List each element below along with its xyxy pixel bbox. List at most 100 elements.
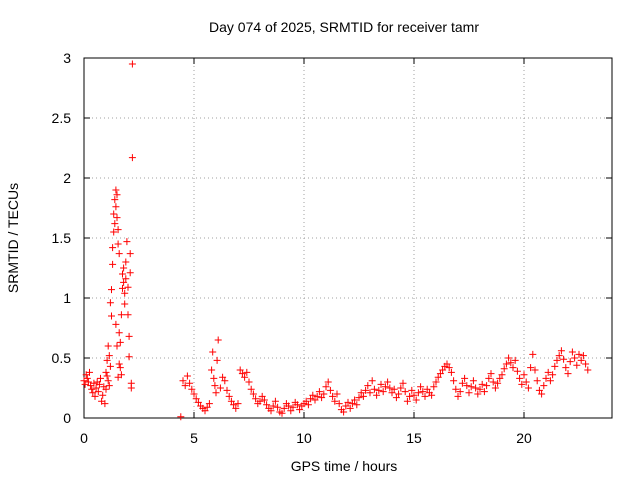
data-point xyxy=(357,389,365,397)
data-point xyxy=(111,196,119,204)
data-point xyxy=(280,404,288,412)
data-point xyxy=(467,383,475,391)
data-point xyxy=(379,388,387,396)
y-tick-label: 2.5 xyxy=(52,110,72,126)
data-point xyxy=(388,389,396,397)
data-point xyxy=(485,374,493,382)
data-point xyxy=(540,382,548,390)
data-point xyxy=(221,377,229,385)
data-point xyxy=(452,385,460,393)
data-point xyxy=(241,373,249,381)
data-point xyxy=(211,382,219,390)
data-point xyxy=(557,347,565,355)
data-point xyxy=(478,380,486,388)
data-point xyxy=(125,332,133,340)
data-point xyxy=(465,389,473,397)
data-point xyxy=(333,390,341,398)
data-point xyxy=(549,371,557,379)
data-point xyxy=(232,404,240,412)
data-point xyxy=(573,361,581,369)
axis-ticks xyxy=(83,57,612,419)
data-point xyxy=(205,400,213,408)
data-point xyxy=(106,299,114,307)
data-point xyxy=(355,394,363,402)
data-point xyxy=(311,396,319,404)
data-point xyxy=(474,390,482,398)
data-point xyxy=(208,366,216,374)
data-point xyxy=(121,289,129,297)
data-point xyxy=(430,383,438,391)
data-point xyxy=(390,385,398,393)
data-point xyxy=(529,350,537,358)
data-point xyxy=(263,401,271,409)
data-point xyxy=(571,354,579,362)
data-point xyxy=(579,352,587,360)
data-point xyxy=(399,379,407,387)
data-point xyxy=(489,378,497,386)
data-point xyxy=(108,312,115,320)
data-point xyxy=(86,368,93,376)
data-point xyxy=(83,374,91,382)
data-point xyxy=(105,382,113,390)
data-point xyxy=(249,390,257,398)
data-point xyxy=(112,203,120,211)
data-point xyxy=(531,366,539,374)
data-point xyxy=(500,365,508,373)
data-point xyxy=(110,228,118,236)
data-point xyxy=(377,380,385,388)
y-tick-label: 1 xyxy=(63,290,71,306)
data-point xyxy=(564,370,572,378)
data-point xyxy=(214,336,222,344)
data-point xyxy=(103,356,111,364)
data-point xyxy=(434,373,442,381)
data-point xyxy=(116,338,124,346)
data-point xyxy=(267,407,275,415)
data-point xyxy=(392,394,400,402)
data-point xyxy=(522,378,530,386)
data-point xyxy=(112,186,120,194)
data-point xyxy=(88,385,96,393)
data-point xyxy=(128,154,136,162)
data-point xyxy=(511,356,519,364)
data-point xyxy=(243,368,251,376)
data-point xyxy=(296,406,304,414)
data-point xyxy=(527,364,535,372)
data-point xyxy=(555,352,563,360)
data-point xyxy=(401,388,409,396)
data-points xyxy=(80,60,592,421)
y-tick-labels: 0 0.5 1 1.5 2 2.5 3 xyxy=(52,50,72,426)
data-point xyxy=(445,364,453,372)
data-point xyxy=(113,342,121,350)
data-point xyxy=(278,409,286,417)
data-point xyxy=(186,379,194,387)
data-point xyxy=(318,394,326,402)
data-point xyxy=(89,389,97,397)
data-point xyxy=(116,364,124,372)
data-point xyxy=(562,364,570,372)
data-point xyxy=(247,385,255,393)
data-point xyxy=(104,342,112,350)
data-point xyxy=(97,374,104,382)
data-point xyxy=(90,379,98,387)
data-point xyxy=(476,385,484,393)
data-point xyxy=(483,382,491,390)
data-point xyxy=(386,384,394,392)
data-point xyxy=(412,396,420,404)
data-point xyxy=(373,391,381,399)
data-point xyxy=(507,359,515,367)
data-point xyxy=(304,401,312,409)
data-point xyxy=(408,386,416,394)
plot-frame xyxy=(83,57,613,419)
x-tick-label: 10 xyxy=(296,430,312,446)
data-point xyxy=(307,395,315,403)
data-point xyxy=(121,300,129,308)
data-point xyxy=(122,258,130,266)
y-tick-label: 3 xyxy=(63,50,71,66)
data-point xyxy=(183,372,191,380)
data-point xyxy=(258,392,266,400)
data-point xyxy=(213,356,221,364)
data-point xyxy=(110,210,118,218)
data-point xyxy=(368,377,376,385)
data-point xyxy=(117,311,125,319)
data-point xyxy=(201,407,209,415)
